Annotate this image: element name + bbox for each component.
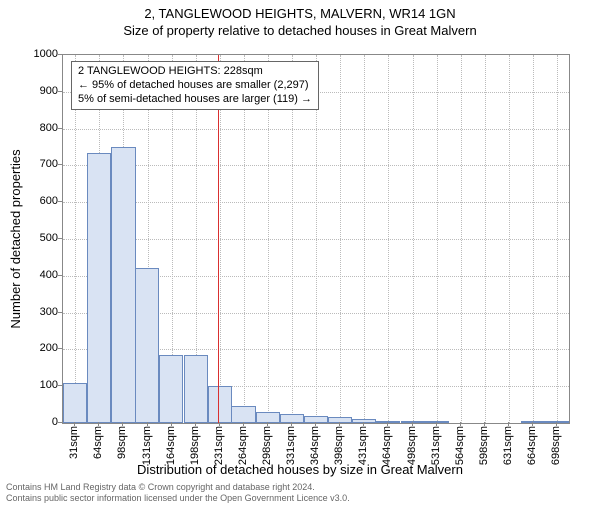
footer-line-2: Contains public sector information licen… <box>6 493 350 504</box>
histogram-bar <box>545 421 569 423</box>
gridline-v <box>509 55 510 423</box>
histogram-bar <box>111 147 135 423</box>
xtick-mark <box>315 422 316 426</box>
xtick-label: 364sqm <box>309 426 321 465</box>
xtick-label: 98sqm <box>116 426 128 459</box>
histogram-bar <box>231 406 255 423</box>
histogram-bar <box>184 355 208 423</box>
ytick-mark <box>58 312 62 313</box>
ytick-label: 0 <box>18 416 58 428</box>
xtick-label: 231sqm <box>213 426 225 465</box>
xtick-label: 464sqm <box>381 426 393 465</box>
annotation-line: 5% of semi-detached houses are larger (1… <box>78 93 312 107</box>
annotation-line: ← 95% of detached houses are smaller (2,… <box>78 79 312 93</box>
plot-area: 2 TANGLEWOOD HEIGHTS: 228sqm← 95% of det… <box>62 54 570 424</box>
ytick-mark <box>58 422 62 423</box>
xtick-label: 698sqm <box>550 426 562 465</box>
xtick-label: 598sqm <box>478 426 490 465</box>
xtick-mark <box>195 422 196 426</box>
ytick-label: 1000 <box>18 48 58 60</box>
xtick-mark <box>219 422 220 426</box>
histogram-bar <box>401 421 425 423</box>
histogram-bar <box>159 355 183 423</box>
histogram-bar <box>328 417 352 423</box>
annotation-box: 2 TANGLEWOOD HEIGHTS: 228sqm← 95% of det… <box>71 61 319 110</box>
xtick-label: 31sqm <box>68 426 80 459</box>
xtick-mark <box>74 422 75 426</box>
xtick-mark <box>387 422 388 426</box>
xtick-mark <box>436 422 437 426</box>
gridline-v <box>388 55 389 423</box>
gridline-v <box>413 55 414 423</box>
ytick-mark <box>58 164 62 165</box>
ytick-mark <box>58 275 62 276</box>
ytick-mark <box>58 201 62 202</box>
xtick-mark <box>460 422 461 426</box>
gridline-v <box>364 55 365 423</box>
histogram-bar <box>87 153 111 423</box>
xtick-label: 431sqm <box>357 426 369 465</box>
ytick-label: 100 <box>18 379 58 391</box>
xtick-mark <box>122 422 123 426</box>
xtick-label: 64sqm <box>92 426 104 459</box>
gridline-v <box>557 55 558 423</box>
annotation-line: 2 TANGLEWOOD HEIGHTS: 228sqm <box>78 65 312 79</box>
ytick-mark <box>58 128 62 129</box>
xtick-label: 331sqm <box>285 426 297 465</box>
gridline-v <box>340 55 341 423</box>
xtick-mark <box>98 422 99 426</box>
xtick-mark <box>363 422 364 426</box>
gridline-v <box>461 55 462 423</box>
xtick-mark <box>267 422 268 426</box>
xtick-label: 531sqm <box>430 426 442 465</box>
ytick-mark <box>58 91 62 92</box>
histogram-bar <box>63 383 87 423</box>
ytick-label: 900 <box>18 85 58 97</box>
ytick-label: 200 <box>18 342 58 354</box>
xtick-label: 198sqm <box>189 426 201 465</box>
xtick-label: 264sqm <box>237 426 249 465</box>
xtick-mark <box>508 422 509 426</box>
gridline-v <box>533 55 534 423</box>
histogram-bar <box>256 412 280 423</box>
xtick-label: 164sqm <box>165 426 177 465</box>
xtick-mark <box>291 422 292 426</box>
xtick-mark <box>243 422 244 426</box>
ytick-mark <box>58 238 62 239</box>
ytick-label: 700 <box>18 158 58 170</box>
ytick-label: 600 <box>18 195 58 207</box>
ytick-mark <box>58 385 62 386</box>
xtick-mark <box>339 422 340 426</box>
footer-line-1: Contains HM Land Registry data © Crown c… <box>6 482 350 493</box>
gridline-v <box>485 55 486 423</box>
xtick-mark <box>532 422 533 426</box>
ytick-label: 300 <box>18 306 58 318</box>
xtick-mark <box>556 422 557 426</box>
footer-attribution: Contains HM Land Registry data © Crown c… <box>6 482 350 504</box>
xtick-label: 664sqm <box>526 426 538 465</box>
gridline-v <box>437 55 438 423</box>
xtick-mark <box>171 422 172 426</box>
xtick-label: 631sqm <box>502 426 514 465</box>
ytick-label: 800 <box>18 122 58 134</box>
xtick-mark <box>484 422 485 426</box>
xtick-label: 498sqm <box>406 426 418 465</box>
xtick-mark <box>412 422 413 426</box>
xtick-mark <box>147 422 148 426</box>
chart-title-main: 2, TANGLEWOOD HEIGHTS, MALVERN, WR14 1GN <box>0 6 600 21</box>
ytick-label: 400 <box>18 269 58 281</box>
xtick-label: 298sqm <box>261 426 273 465</box>
xtick-label: 398sqm <box>333 426 345 465</box>
ytick-label: 500 <box>18 232 58 244</box>
chart-title-sub: Size of property relative to detached ho… <box>0 23 600 38</box>
histogram-bar <box>135 268 159 423</box>
ytick-mark <box>58 348 62 349</box>
xtick-label: 564sqm <box>454 426 466 465</box>
ytick-mark <box>58 54 62 55</box>
histogram-bar <box>208 386 232 423</box>
xtick-label: 131sqm <box>141 426 153 465</box>
